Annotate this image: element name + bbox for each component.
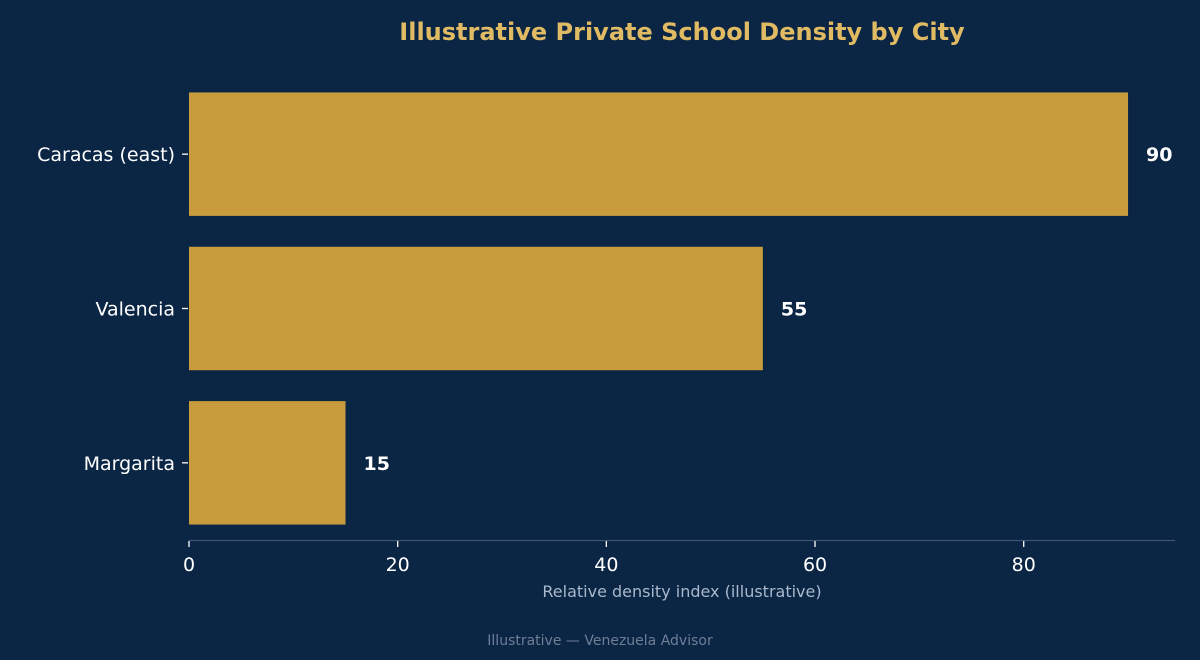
- source-note: Illustrative — Venezuela Advisor: [487, 633, 713, 649]
- chart-title: Illustrative Private School Density by C…: [399, 18, 965, 46]
- bar: [189, 92, 1129, 216]
- x-tick-label: 80: [1012, 554, 1036, 576]
- bar-value-label: 15: [364, 453, 390, 475]
- bar-value-label: 90: [1146, 144, 1172, 166]
- y-tick-label: Valencia: [95, 299, 175, 321]
- x-axis-label: Relative density index (illustrative): [542, 582, 822, 601]
- x-tick-label: 40: [594, 554, 618, 576]
- bar: [189, 401, 346, 525]
- bar-value-label: 55: [781, 299, 807, 321]
- x-tick-label: 0: [183, 554, 195, 576]
- y-tick-label: Margarita: [84, 453, 175, 475]
- bar: [189, 246, 763, 371]
- x-tick-label: 20: [386, 554, 410, 576]
- y-tick-label: Caracas (east): [37, 144, 175, 166]
- x-tick-label: 60: [803, 554, 827, 576]
